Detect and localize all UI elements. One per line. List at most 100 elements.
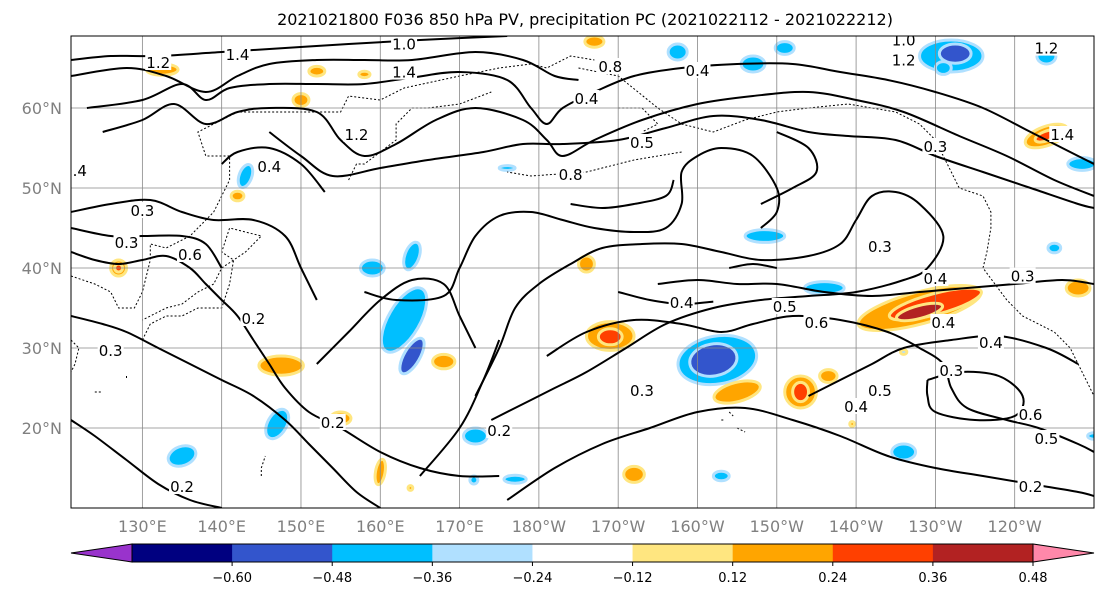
colorbar-outline <box>131 543 1034 563</box>
contour-label-bg <box>256 158 283 174</box>
longitude-label: 160°E <box>356 517 405 536</box>
contour-label-bg <box>866 382 893 398</box>
contour-label-bg <box>668 294 695 310</box>
contour-label-bg <box>684 62 711 78</box>
precip-pc-blob <box>1046 241 1063 255</box>
precip-pc-blob <box>712 379 762 405</box>
colorbar-segment <box>832 544 934 562</box>
contour-label-bg <box>573 90 600 106</box>
latitude-label: 50°N <box>22 179 62 198</box>
colorbar-tick-label: 0.12 <box>718 571 747 586</box>
pv-contour-line <box>474 190 945 421</box>
contour-label-bg <box>1049 126 1076 142</box>
precip-pc-blob <box>357 69 372 80</box>
precip-pc-blob <box>583 36 606 49</box>
colorbar-tick-label: −0.60 <box>212 571 252 586</box>
contour-label-bg <box>890 36 917 48</box>
coastline-segment <box>507 151 682 177</box>
contour-label: 0.3 <box>99 342 123 360</box>
pv-contour-line <box>808 334 1079 397</box>
precip-pc-blob <box>502 473 528 485</box>
contour-label-bg <box>866 238 893 254</box>
precip-pc-blob <box>596 327 624 347</box>
precip-pc-blob <box>688 342 739 378</box>
contour-label-bg <box>1033 430 1060 446</box>
precip-pc-blob <box>622 464 646 484</box>
contour-label: 0.3 <box>868 238 892 256</box>
colorbar-segment <box>632 544 734 562</box>
colorbar-tick-label: −0.24 <box>513 571 553 586</box>
precip-pc-blob <box>166 444 198 468</box>
colorbar-segment <box>432 544 533 562</box>
contour-label: 0.2 <box>241 310 265 328</box>
contour-label: 0.6 <box>1019 406 1043 424</box>
contour-label-bg <box>129 202 156 218</box>
coastline-segment <box>71 55 595 309</box>
precip-pc-blob <box>848 420 857 428</box>
coastline-segment <box>71 339 80 428</box>
longitude-label: 170°E <box>435 517 484 536</box>
pv-contour-line <box>364 146 781 302</box>
contour-label: 0.2 <box>487 422 511 440</box>
pv-contour-line <box>268 114 1094 209</box>
precip-pc-blob <box>398 336 426 376</box>
longitude-label: 120°W <box>988 517 1043 536</box>
colorbar-extend-max <box>1032 543 1095 563</box>
longitude-label: 130°E <box>118 517 167 536</box>
contour-label: 0.4 <box>923 270 947 288</box>
contour-label-bg <box>803 314 830 330</box>
pv-contour-line <box>71 315 381 508</box>
contour-label-bg <box>843 398 870 414</box>
contour-label-bg <box>169 478 196 494</box>
contour-label-bg <box>890 51 917 68</box>
contour-label-bg <box>391 36 418 52</box>
colorbar-segment <box>232 544 333 562</box>
contour-label: 0.3 <box>923 138 947 156</box>
contour-label: 0.5 <box>773 298 797 316</box>
contour-label-bg <box>977 334 1004 350</box>
coastline-segment <box>141 227 263 341</box>
contour-label: 1.4 <box>1050 126 1074 144</box>
longitude-label: 150°E <box>277 517 326 536</box>
pv-contour-line <box>760 131 819 205</box>
contour-label: 0.3 <box>1011 268 1035 286</box>
contour-label-bg <box>391 63 418 80</box>
contour-label: 1.2 <box>892 52 916 70</box>
contour-label-bg <box>1017 478 1044 494</box>
precip-pc-blob <box>773 40 796 56</box>
contour-label-bg <box>628 382 655 398</box>
map-frame <box>70 35 1095 509</box>
contour-label-bg <box>97 342 124 358</box>
colorbar-extend-min <box>70 543 133 563</box>
longitude-label: 150°W <box>750 517 805 536</box>
contour-label-bg <box>486 422 513 438</box>
contour-label-bg <box>922 270 949 286</box>
contour-label: 0.4 <box>670 294 694 312</box>
pv-contour-line <box>71 198 318 301</box>
contour-label-bg <box>145 54 172 70</box>
contour-label: 0.6 <box>805 314 829 332</box>
colorbar-segment <box>132 544 233 562</box>
colorbar: −0.60 −0.48 −0.36 −0.24 −0.12 0.12 0.24 0.36 0.4… <box>70 543 1095 586</box>
contour-label-bg <box>343 126 370 142</box>
pv-contour-line <box>316 277 477 365</box>
contour-label: 0.3 <box>130 202 154 220</box>
colorbar-segment <box>332 544 433 562</box>
coastlines <box>71 55 1094 476</box>
contour-label: 0.4 <box>931 314 955 332</box>
colorbar-tick-label: −0.48 <box>312 571 352 586</box>
precip-pc-blob <box>264 407 291 441</box>
coastline-segment <box>578 67 1094 397</box>
latitude-label: 20°N <box>22 419 62 438</box>
contour-label-bg <box>176 246 203 262</box>
contour-label: 0.2 <box>1019 478 1043 496</box>
precip-pc-blob <box>937 42 973 65</box>
precip-pc-blob <box>307 64 327 78</box>
pv-contour-line <box>570 179 675 210</box>
colorbar-tick-label: −0.12 <box>613 571 653 586</box>
pv-contour-line <box>71 419 222 508</box>
contour-label: 0.8 <box>598 58 622 76</box>
pv-contour-line <box>729 262 777 269</box>
longitude-label: 140°E <box>197 517 246 536</box>
